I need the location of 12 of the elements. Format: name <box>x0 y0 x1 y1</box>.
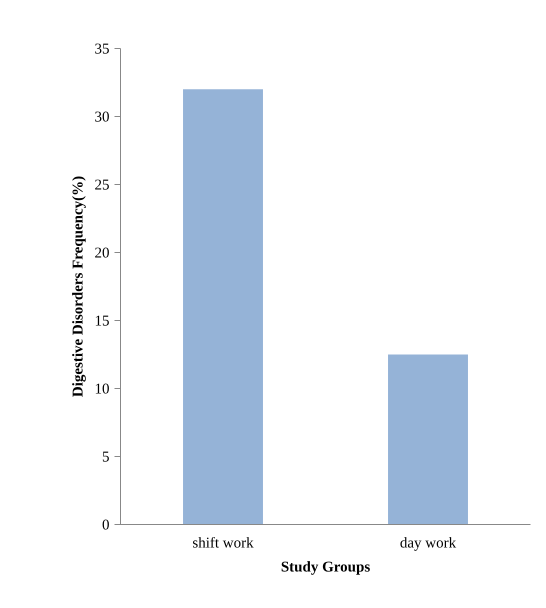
y-tick-label: 30 <box>94 110 110 126</box>
x-tick-label: day work <box>400 536 457 552</box>
x-axis-title: Study Groups <box>280 560 370 576</box>
x-tick-label: shift work <box>192 536 254 552</box>
y-tick-label: 5 <box>102 450 110 466</box>
y-axis-title: Digestive Disorders Frequency(%) <box>70 176 86 398</box>
y-tick-label: 15 <box>94 314 110 330</box>
y-tick-label: 25 <box>94 178 110 194</box>
y-tick-label: 10 <box>94 382 110 398</box>
y-tick-label: 20 <box>94 246 110 262</box>
y-tick-label: 35 <box>94 42 110 58</box>
y-tick-label: 0 <box>102 518 110 534</box>
